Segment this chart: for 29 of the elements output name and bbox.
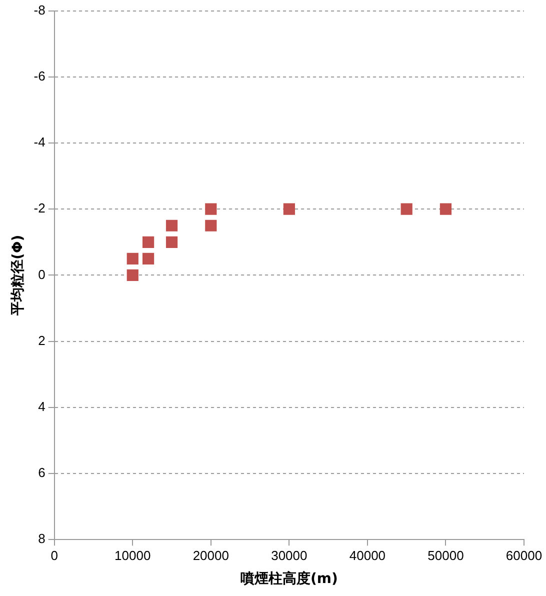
y-tick-label: -6: [34, 68, 46, 84]
y-tick-label: -2: [34, 200, 46, 216]
y-tick-label: 8: [38, 531, 46, 546]
point: [142, 252, 154, 264]
point: [166, 236, 178, 248]
y-axis-title: 平均粒径(Φ): [10, 234, 26, 317]
x-tick-label: 60000: [506, 548, 542, 563]
y-tick-label: -4: [34, 134, 46, 150]
x-tick-label: 30000: [271, 548, 308, 563]
y-tick-label: 0: [38, 266, 46, 282]
y-tick-label: -8: [34, 2, 46, 18]
y-tick-label: 2: [38, 332, 46, 348]
point: [400, 203, 412, 215]
y-tick-label: 4: [38, 398, 46, 414]
x-tick-label: 0: [50, 548, 58, 563]
point: [205, 220, 217, 232]
x-tick-label: 10000: [114, 548, 151, 563]
x-axis-title: 噴煙柱高度(m): [240, 570, 338, 588]
point: [142, 236, 154, 248]
y-tick-label: 6: [38, 465, 46, 480]
x-tick-label: 20000: [192, 548, 229, 563]
point: [440, 203, 452, 215]
x-tick-label: 50000: [428, 548, 464, 563]
point: [283, 203, 295, 215]
point: [166, 220, 178, 232]
x-tick-label: 40000: [349, 548, 386, 563]
point: [205, 203, 217, 215]
point: [126, 269, 138, 282]
point: [126, 252, 138, 264]
